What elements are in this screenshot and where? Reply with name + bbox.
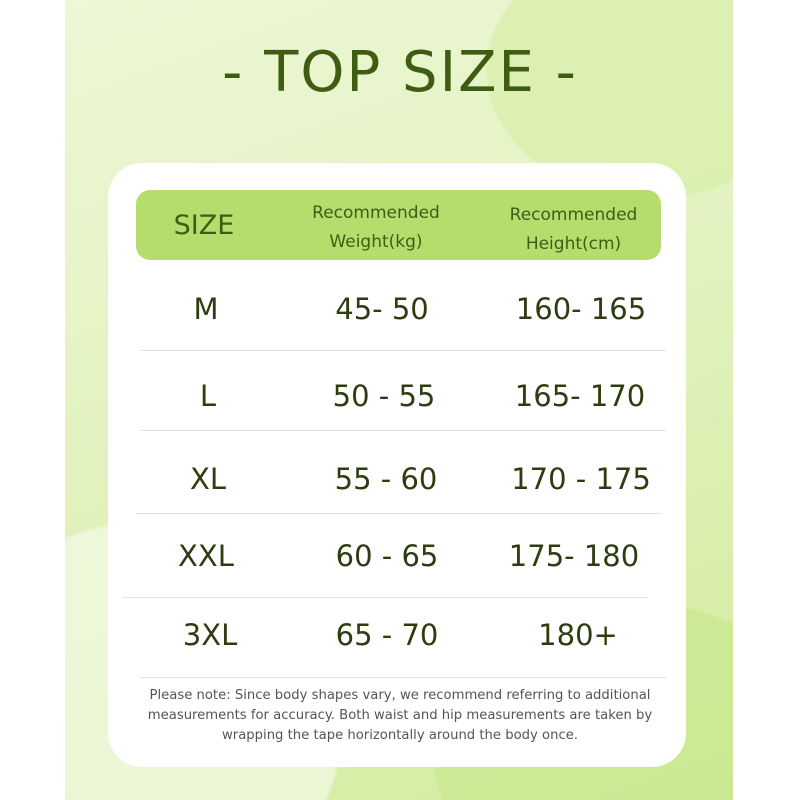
size-cell: XL	[189, 462, 227, 496]
row-divider	[140, 350, 666, 351]
table-row: M 45- 50 160- 165	[0, 292, 800, 328]
row-divider	[140, 430, 666, 431]
row-divider	[136, 513, 662, 514]
header-height: Recommended Height(cm)	[486, 201, 661, 259]
row-divider	[140, 677, 666, 678]
table-row: 3XL 65 - 70 180+	[0, 618, 800, 654]
size-table-card	[108, 163, 686, 767]
weight-cell: 65 - 70	[335, 618, 439, 652]
table-row: XL 55 - 60 170 - 175	[0, 462, 800, 498]
height-cell: 165- 170	[514, 379, 646, 413]
height-cell: 175- 180	[508, 539, 640, 573]
header-weight: Recommended Weight(kg)	[286, 199, 466, 257]
header-weight-line2: Weight(kg)	[329, 232, 423, 252]
weight-cell: 55 - 60	[334, 462, 438, 496]
header-size: SIZE	[173, 210, 235, 241]
height-cell: 160- 165	[515, 292, 647, 326]
page-title: - TOP SIZE -	[222, 40, 578, 105]
height-cell: 180+	[538, 618, 618, 652]
size-cell: L	[199, 379, 217, 413]
measurement-note: Please note: Since body shapes vary, we …	[147, 688, 653, 743]
header-height-line1: Recommended	[509, 205, 638, 225]
weight-cell: 50 - 55	[332, 379, 436, 413]
header-height-line2: Height(cm)	[525, 234, 622, 254]
weight-cell: 45- 50	[335, 292, 429, 326]
table-header: SIZE Recommended Weight(kg) Recommended …	[136, 190, 661, 260]
size-cell: 3XL	[182, 618, 238, 652]
weight-cell: 60 - 65	[335, 539, 439, 573]
size-cell: XXL	[178, 539, 234, 573]
header-weight-line1: Recommended	[312, 203, 440, 223]
table-row: L 50 - 55 165- 170	[0, 379, 800, 415]
table-row: XXL 60 - 65 175- 180	[0, 539, 800, 575]
row-divider	[122, 597, 648, 598]
height-cell: 170 - 175	[511, 462, 651, 496]
size-cell: M	[193, 292, 219, 326]
